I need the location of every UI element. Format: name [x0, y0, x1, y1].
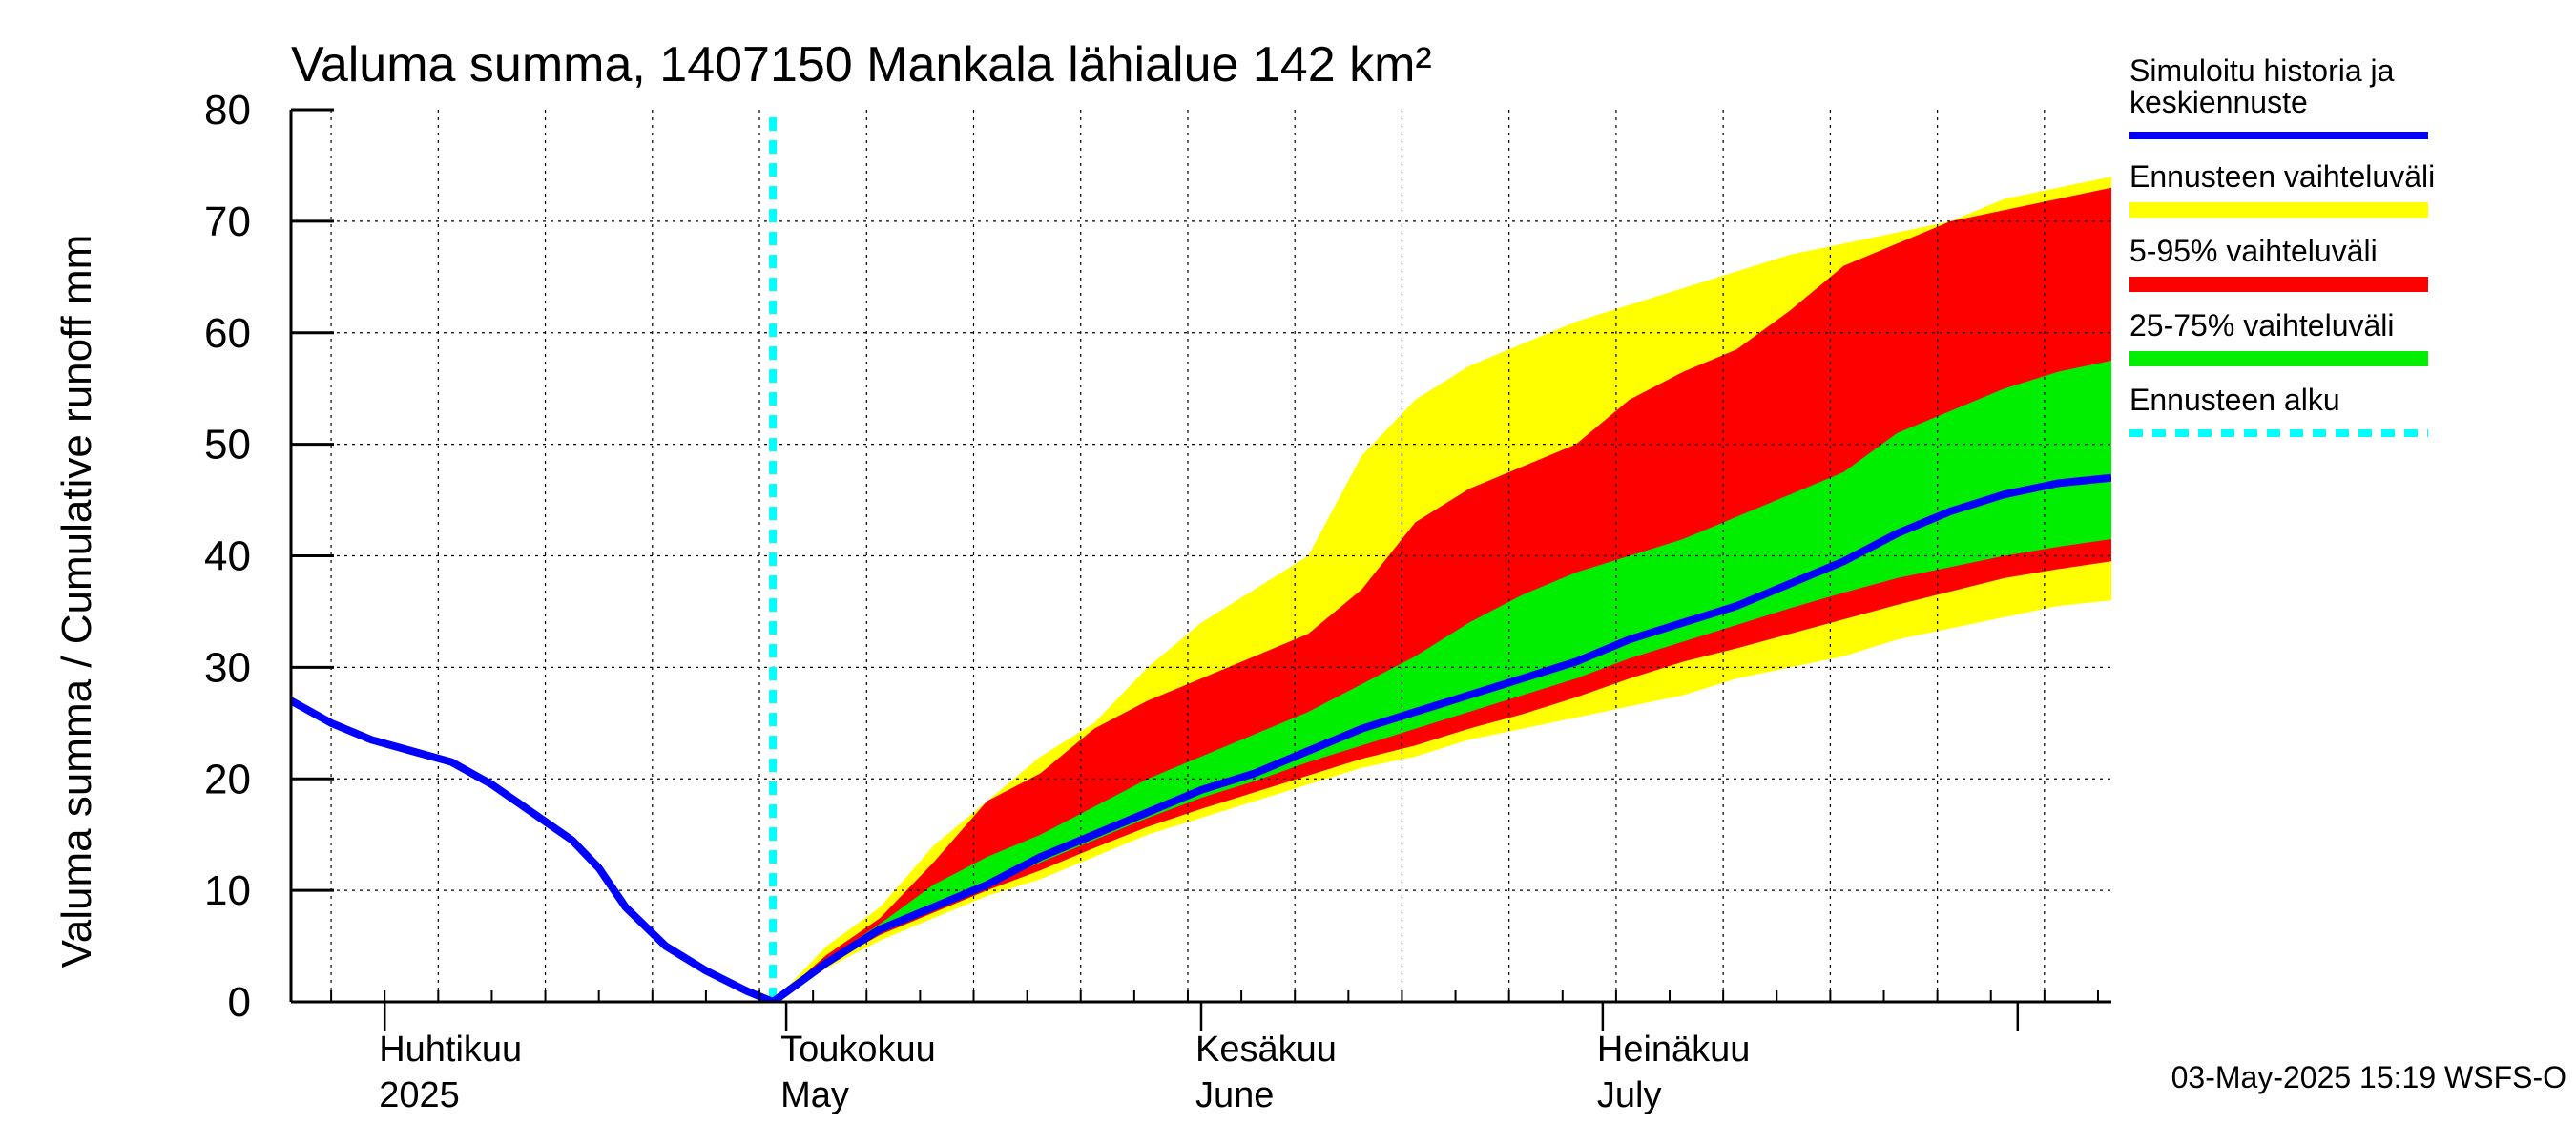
- x-month-sublabel: May: [780, 1075, 849, 1115]
- x-month-sublabel: July: [1597, 1075, 1662, 1115]
- legend-label: 5-95% vaihteluväli: [2129, 234, 2378, 268]
- band-group: [773, 177, 2111, 1002]
- y-axis-label: Valuma summa / Cumulative runoff mm: [53, 235, 100, 968]
- footer-timestamp: 03-May-2025 15:19 WSFS-O: [2171, 1060, 2566, 1094]
- x-month-sublabel: June: [1195, 1075, 1274, 1115]
- median-line: [291, 473, 2111, 1002]
- y-tick-label: 0: [228, 979, 251, 1026]
- legend-swatch: [2129, 202, 2428, 218]
- grid-lines: [291, 110, 2111, 1002]
- legend-swatch: [2129, 351, 2428, 366]
- y-tick-label: 40: [204, 533, 251, 580]
- legend-label-line: Simuloitu historia ja: [2129, 53, 2395, 88]
- legend-label: Simuloitu historia ja keskiennuste: [2129, 53, 2395, 119]
- legend-swatch: [2129, 277, 2428, 292]
- legend-label: 25-75% vaihteluväli: [2129, 308, 2395, 343]
- legend: Simuloitu historia ja keskiennuste Ennuste…: [2129, 53, 2435, 437]
- median-line-group: [291, 473, 2111, 1002]
- y-tick-label: 70: [204, 198, 251, 245]
- forecast-bands: [773, 177, 2111, 1002]
- band-5-95: [773, 187, 2111, 1002]
- legend-label: Ennusteen vaihteluväli: [2129, 159, 2435, 194]
- legend-label: Ennusteen alku: [2129, 383, 2340, 417]
- y-tick-label: 60: [204, 310, 251, 357]
- x-month-label: Kesäkuu: [1195, 1030, 1337, 1070]
- y-tick-label: 30: [204, 644, 251, 691]
- band-25-75: [773, 361, 2111, 1002]
- chart-title: Valuma summa, 1407150 Mankala lähialue 1…: [291, 37, 1432, 93]
- x-month-label: Heinäkuu: [1597, 1030, 1751, 1070]
- y-tick-label: 20: [204, 756, 251, 802]
- x-month-label: Huhtikuu: [379, 1030, 522, 1070]
- y-tick-label: 80: [204, 87, 251, 134]
- y-tick-label: 50: [204, 422, 251, 468]
- series-lines: [291, 117, 2111, 1002]
- tick-labels: 0 10 20 30 40 50 60 70 80 Huhtikuu 2025 Toukokuu May…: [204, 87, 1750, 1115]
- x-month-sublabel: 2025: [379, 1075, 460, 1115]
- y-tick-label: 10: [204, 867, 251, 914]
- axes: [289, 108, 2111, 1030]
- legend-label-line: keskiennuste: [2129, 85, 2308, 119]
- x-month-label: Toukokuu: [780, 1030, 936, 1070]
